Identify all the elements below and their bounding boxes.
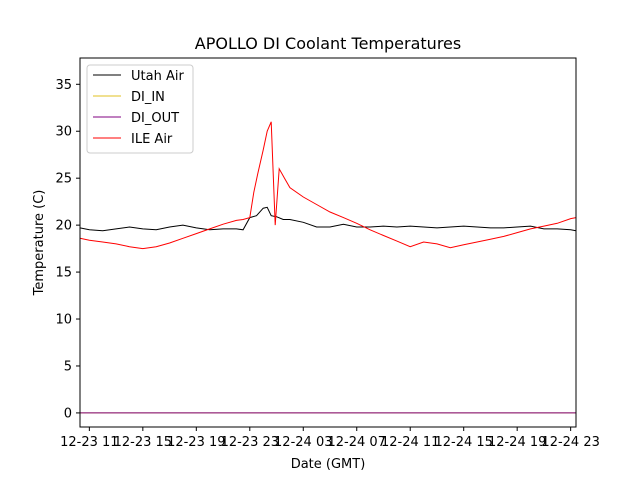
x-axis-label: Date (GMT) [291,457,366,472]
x-tick-label: 12-24 15 [434,435,492,450]
y-tick-label: 20 [55,219,72,234]
x-tick-label: 12-23 11 [60,435,118,450]
legend: Utah Air DI_IN DI_OUT ILE Air [86,64,194,154]
chart-title: APOLLO DI Coolant Temperatures [195,34,461,53]
x-tick-label: 12-23 23 [221,435,279,450]
x-tick-label: 12-24 07 [328,435,386,450]
x-tick-label: 12-24 19 [488,435,546,450]
x-tick-label: 12-24 03 [274,435,332,450]
series-line-utah-air [79,206,577,232]
x-tick-label: 12-24 23 [541,435,599,450]
legend-label-utah-air: Utah Air [131,69,184,84]
legend-box [86,64,194,154]
legend-label-di-in: DI_IN [131,90,165,105]
x-tick-label: 12-24 11 [381,435,439,450]
y-tick-label: 35 [55,78,72,93]
x-tick-label: 12-23 15 [114,435,172,450]
y-axis: 0 5 10 15 20 25 30 35 [55,78,80,421]
y-tick-label: 25 [55,172,72,187]
y-tick-label: 10 [55,313,72,328]
y-tick-label: 30 [55,125,72,140]
plot-frame [79,57,577,428]
y-tick-label: 5 [64,359,72,374]
legend-label-di-out: DI_OUT [131,111,179,126]
series-layer [79,121,577,414]
legend-label-ile-air: ILE Air [131,132,173,147]
x-tick-label: 12-23 19 [167,435,225,450]
y-tick-label: 15 [55,266,72,281]
y-axis-label: Temperature (C) [32,190,47,297]
series-line-ile-air [79,121,577,250]
y-tick-label: 0 [64,406,72,421]
